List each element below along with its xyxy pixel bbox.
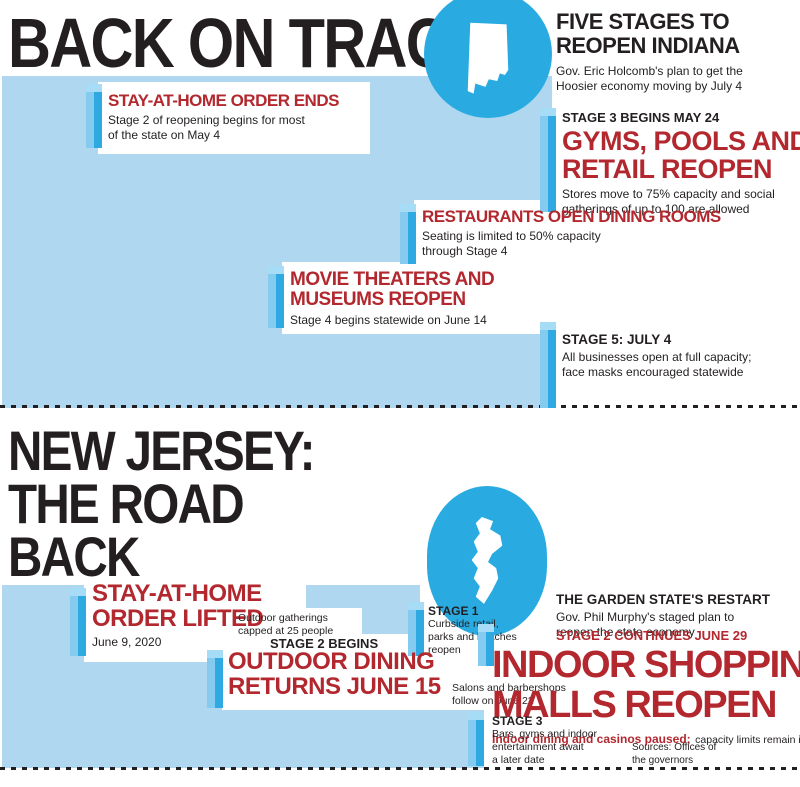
mile-marker <box>70 588 86 656</box>
new-jersey-silhouette <box>471 517 503 604</box>
milestone-d: INDOOR SHOPPING MALLS REOPEN Indoor dini… <box>492 644 800 748</box>
milestone-e: STAGE 3 Bars, gyms and indoor entertainm… <box>492 714 597 767</box>
indiana-intro: FIVE STAGES TO REOPEN INDIANA Gov. Eric … <box>556 10 743 94</box>
road-dash-line <box>0 405 800 408</box>
milestone-title: MOVIE THEATERS AND <box>290 269 495 290</box>
new-jersey-intro: THE GARDEN STATE'S RESTART Gov. Phil Mur… <box>556 592 770 640</box>
milestone-heading: STAGE 3 <box>492 714 543 728</box>
knockout <box>484 620 800 770</box>
milestone-heading: STAGE 1 <box>428 604 479 618</box>
state-badge-new-jersey <box>427 486 547 636</box>
milestone-title: MALLS REOPEN <box>492 683 777 726</box>
milestone-caption: of the state on May 4 <box>108 127 221 142</box>
mile-marker <box>207 650 223 708</box>
mile-marker <box>86 84 102 148</box>
milestone-caption: face masks encouraged statewide <box>562 365 744 379</box>
milestone-caption: a later date <box>492 754 545 767</box>
milestone-title: INDOOR SHOPPING <box>492 644 800 686</box>
knockout <box>98 82 370 154</box>
milestone-subline-black: capacity limits remain in place <box>695 734 800 747</box>
milestone-a: STAY-AT-HOME ORDER LIFTED June 9, 2020 <box>92 580 264 650</box>
note-line: capped at 25 people <box>238 625 334 638</box>
section-title-new-jersey: NEW JERSEY: THE ROAD BACK <box>8 419 368 588</box>
milestone-caption: Seating is limited to 50% capacity <box>422 228 601 243</box>
milestone-caption: reopen <box>428 644 461 657</box>
milestone-caption: Stage 2 of reopening begins for most <box>108 112 305 127</box>
intro-caption: Hoosier economy moving by July 4 <box>556 78 743 93</box>
milestone-title: STAY-AT-HOME <box>92 580 262 607</box>
mile-marker <box>268 266 284 328</box>
milestone-c-side: Salons and barbershops follow on June 22 <box>452 682 566 708</box>
milestone-title: OUTDOOR DINING <box>228 648 435 675</box>
mile-marker <box>408 602 424 656</box>
milestone-title: RESTAURANTS OPEN DINING ROOMS <box>422 207 721 226</box>
milestone-caption: June 9, 2020 <box>92 634 162 649</box>
milestone-title: ORDER LIFTED <box>92 604 264 632</box>
milestone-title: RETAIL REOPEN <box>562 154 773 185</box>
intro-caption: reopen the state economy <box>556 625 695 639</box>
milestone-title: RETURNS JUNE 15 <box>228 672 441 700</box>
indiana-silhouette <box>467 22 509 94</box>
milestone-c: OUTDOOR DINING RETURNS JUNE 15 <box>228 648 441 700</box>
intro-heading: FIVE STAGES TO <box>556 9 730 34</box>
milestone-caption: Bars, gyms and indoor <box>492 728 598 740</box>
mile-marker <box>540 322 556 408</box>
milestone-4: MOVIE THEATERS AND MUSEUMS REOPEN Stage … <box>290 269 495 328</box>
side-line: Salons and barbershops <box>452 682 566 694</box>
milestone-heading: STAGE 5: JULY 4 <box>562 332 672 347</box>
title-line: BACK <box>8 525 140 588</box>
milestone-caption: parks and beaches <box>428 631 517 644</box>
milestone-title: MUSEUMS REOPEN <box>290 288 466 310</box>
mile-marker <box>540 108 556 212</box>
milestone-3: RESTAURANTS OPEN DINING ROOMS Seating is… <box>422 208 721 259</box>
note-line: Outdoor gatherings <box>238 612 328 624</box>
milestone-caption: Stage 4 begins statewide on June 14 <box>290 312 487 327</box>
knockout <box>414 200 714 262</box>
intro-caption: Gov. Phil Murphy's staged plan to <box>556 610 735 624</box>
source-line: Sources: Offices of <box>632 742 717 753</box>
source-line: the governors <box>632 754 694 766</box>
mile-marker <box>468 712 484 766</box>
milestone-5: STAGE 5: JULY 4 All businesses open at f… <box>562 332 751 380</box>
knockout <box>282 262 582 334</box>
intro-heading: REOPEN INDIANA <box>556 32 740 58</box>
milestone-caption: All businesses open at full capacity; <box>562 350 752 364</box>
milestone-2: STAGE 3 BEGINS MAY 24 GYMS, POOLS AND RE… <box>562 110 800 217</box>
section-title-indiana: BACK ON TRACK <box>8 4 490 82</box>
milestone-title: STAY-AT-HOME ORDER ENDS <box>108 91 339 110</box>
title-line: THE ROAD <box>8 472 245 535</box>
state-badge-indiana <box>424 0 552 118</box>
side-line: follow on June 22 <box>452 695 534 708</box>
mile-marker <box>478 624 494 666</box>
milestone-eyebrow: STAGE 2 CONTINUES JUNE 29 <box>556 628 748 643</box>
source-note: Sources: Offices of the governors <box>632 742 716 767</box>
intro-caption: Gov. Eric Holcomb's plan to get the <box>556 63 743 78</box>
milestone-caption: entertainment await <box>492 741 584 754</box>
milestone-a-note: Outdoor gatherings capped at 25 people <box>238 612 333 638</box>
milestone-caption: Curbside retail, <box>428 618 499 630</box>
title-line: NEW JERSEY: <box>8 419 315 482</box>
intro-heading: THE GARDEN STATE'S RESTART <box>556 592 770 607</box>
milestone-eyebrow: STAGE 2 BEGINS <box>270 636 379 651</box>
milestone-title: GYMS, POOLS AND <box>562 126 800 156</box>
milestone-caption: Stores move to 75% capacity and social <box>562 187 775 202</box>
milestone-subline-red: Indoor dining and casinos paused; <box>492 732 691 747</box>
milestone-eyebrow: STAGE 3 BEGINS MAY 24 <box>562 110 720 125</box>
milestone-caption: through Stage 4 <box>422 243 508 258</box>
mile-marker <box>400 204 416 264</box>
milestone-caption: gatherings of up to 100 are allowed <box>562 202 750 217</box>
road-dash-line <box>0 767 800 770</box>
milestone-1: STAY-AT-HOME ORDER ENDS Stage 2 of reope… <box>108 92 339 143</box>
